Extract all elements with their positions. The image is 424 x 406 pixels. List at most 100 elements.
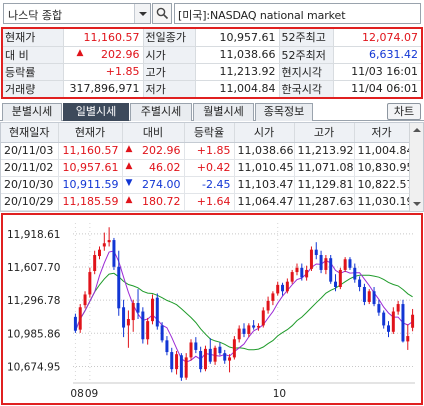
tab-weekly[interactable]: 주별시세 [130, 103, 192, 121]
candle-body [276, 284, 280, 294]
quote-value-text: 11,160.57 [83, 30, 140, 44]
table-row[interactable]: 20/11/03 11,160.57 ▲ 202.96 +1.85 11,038.66 11… [1, 142, 410, 160]
table-row[interactable]: 20/10/29 11,185.59 ▲ 180.72 +1.64 11,064.47 11… [1, 193, 410, 211]
quote-value: 10,957.61 [195, 29, 280, 47]
cell-date: 20/11/02 [1, 159, 59, 177]
candle-body [266, 300, 270, 311]
table-row[interactable]: 20/10/30 10,911.59 ▼ 274.00 -2.45 11,103.47 11… [1, 176, 410, 194]
cell-high: 11,129.81 [294, 176, 355, 194]
candle-body [290, 272, 294, 282]
cell-change: ▲ 180.72 [122, 193, 185, 211]
quote-value: 11/03 16:01 [333, 63, 421, 81]
candle-body [281, 284, 285, 292]
quote-value: 11,213.92 [195, 63, 280, 81]
quote-value-text: 12,074.07 [362, 30, 418, 44]
chart-button[interactable]: 차트 [387, 103, 421, 120]
column-header[interactable]: 현재가 [58, 123, 123, 143]
candle-body [396, 304, 400, 312]
ma-short-line [74, 250, 413, 363]
x-tick-label: 08 [70, 388, 83, 400]
candle-body [199, 351, 203, 370]
column-header[interactable]: 시가 [234, 123, 295, 143]
candle-body [256, 325, 260, 328]
quote-label: 전일종가 [143, 29, 196, 47]
quote-value: 6,631.42 [333, 46, 421, 64]
y-tick-label: 10,674.95 [7, 361, 60, 373]
market-label-box: [미국]:NASDAQ national market [174, 3, 421, 24]
column-header[interactable]: 현재일자 [1, 123, 59, 143]
quote-value: ▲ 202.96 [63, 46, 144, 64]
candle-body [136, 303, 140, 313]
stock-name-combo[interactable]: 나스닥 종합 [3, 3, 151, 24]
candle-body [223, 353, 227, 361]
tab-info[interactable]: 종목정보 [255, 103, 313, 121]
cell-price: 11,185.59 [58, 193, 123, 211]
quote-label: 저가 [143, 80, 196, 97]
candle-body [319, 255, 323, 270]
column-header[interactable]: 등락율 [184, 123, 235, 143]
tab-minute[interactable]: 분별시세 [2, 103, 62, 121]
cell-open: 11,038.66 [234, 142, 295, 160]
cell-change: ▲ 202.96 [122, 142, 185, 160]
quote-value-text: 11/03 16:01 [351, 65, 418, 78]
quote-value-text: 317,896,971 [69, 82, 140, 96]
scroll-down-icon[interactable] [413, 202, 421, 206]
candle-body [334, 281, 338, 287]
quote-value-text: 10,957.61 [219, 30, 276, 44]
candle-body [141, 311, 145, 340]
candle-body [271, 293, 275, 301]
cell-date: 20/10/30 [1, 176, 59, 194]
candle-body [218, 346, 222, 354]
tab-monthly[interactable]: 월별시세 [193, 103, 254, 121]
quote-row: 현재가 11,160.57 전일종가 10,957.61 52주최고 12,074.07 [3, 29, 421, 47]
candle-body [382, 312, 386, 326]
candle-body [353, 267, 357, 280]
column-header[interactable]: 저가 [354, 123, 410, 143]
quote-label: 거래량 [3, 80, 64, 97]
up-arrow-icon: ▲ [125, 195, 133, 205]
candle-body [343, 259, 347, 270]
candle-body [300, 267, 304, 278]
quote-value: 11,004.84 [195, 80, 280, 97]
candle-body [83, 294, 87, 306]
candle-body [117, 266, 121, 309]
cell-high: 11,213.92 [294, 142, 355, 160]
candle-body [391, 311, 395, 332]
search-button[interactable] [152, 3, 172, 24]
candle-body [362, 287, 366, 302]
candle-body [150, 298, 154, 322]
quote-value-text: 11,038.66 [219, 48, 276, 61]
candle-body [324, 258, 328, 270]
daily-price-table: 현재일자 현재가 대비 등락율 시가 고가 저가 20/11/03 11,160.57 ▲ 202… [0, 122, 424, 212]
candle-body [107, 240, 111, 243]
cell-date: 20/10/29 [1, 193, 59, 211]
column-header[interactable]: 고가 [294, 123, 355, 143]
table-row[interactable]: 20/11/02 10,957.61 ▲ 46.02 +0.42 11,010.45 11,… [1, 159, 410, 177]
quote-label: 고가 [143, 63, 196, 81]
market-label: [미국]:NASDAQ national market [178, 9, 346, 22]
candle-body [401, 304, 405, 342]
quote-value-text: 11,004.84 [219, 82, 276, 96]
candle-body [406, 336, 410, 342]
vertical-scrollbar[interactable] [409, 123, 423, 211]
candle-body [160, 325, 164, 341]
column-header[interactable]: 대비 [122, 123, 185, 143]
up-arrow-icon: ▲ [125, 144, 133, 154]
candle-body [213, 347, 217, 362]
cell-open: 11,064.47 [234, 193, 295, 211]
candle-body [155, 297, 159, 327]
quote-label: 52주최저 [279, 46, 334, 64]
candle-body [261, 310, 265, 326]
chevron-down-icon[interactable] [134, 4, 150, 23]
candle-body [112, 240, 116, 267]
candlestick-chart[interactable]: 11,918.61 11,607.70 11,296.78 10,985.86 10,6… [1, 213, 423, 405]
candle-body [126, 319, 130, 326]
candle-body [73, 316, 77, 331]
daily-table: 현재일자 현재가 대비 등락율 시가 고가 저가 20/11/03 11,160.57 ▲ 202… [1, 123, 410, 211]
candle-body [146, 321, 150, 340]
scroll-up-icon[interactable] [413, 128, 421, 132]
candle-body [314, 249, 318, 255]
candle-body [102, 243, 106, 247]
tab-daily[interactable]: 일별시세 [63, 103, 129, 121]
quote-row: 등락률 +1.85 고가 11,213.92 현지시각 11/03 16:01 [3, 63, 421, 81]
